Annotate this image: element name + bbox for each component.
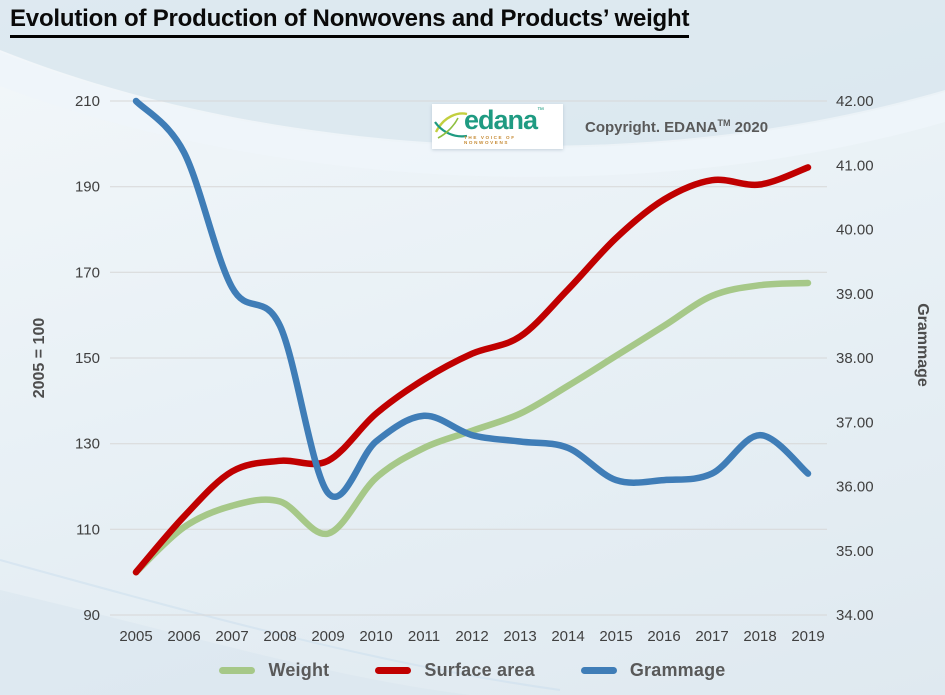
right-axis-title: Grammage bbox=[914, 303, 931, 387]
left-axis-tick: 170 bbox=[75, 264, 100, 281]
copyright-text: Copyright. EDANA bbox=[585, 119, 718, 136]
background-swoosh-bottom bbox=[0, 590, 470, 695]
left-axis-tick-labels: 210 190 170 150 130 110 90 bbox=[75, 93, 100, 624]
right-axis-tick: 41.00 bbox=[836, 157, 874, 174]
series-line-grammage bbox=[132, 97, 812, 500]
edana-wordmark: edana bbox=[464, 105, 538, 135]
series-line-surface-area bbox=[132, 164, 812, 576]
x-axis-tick: 2012 bbox=[455, 628, 488, 645]
copyright-year: 2020 bbox=[734, 119, 769, 136]
edana-tm-mark: ™ bbox=[537, 107, 545, 114]
background-arc-line bbox=[0, 559, 561, 691]
copyright-notice: Copyright. EDANATM 2020 bbox=[585, 118, 768, 136]
right-axis-tick: 36.00 bbox=[836, 479, 874, 496]
right-axis-tick: 38.00 bbox=[836, 350, 874, 367]
background-swoosh-highlight bbox=[0, 52, 945, 177]
chart-legend: Weight Surface area Grammage bbox=[0, 660, 945, 681]
x-axis-tick: 2013 bbox=[503, 628, 536, 645]
left-axis-tick: 110 bbox=[76, 521, 100, 538]
left-axis-title: 2005 = 100 bbox=[31, 318, 48, 399]
legend-item-weight: Weight bbox=[219, 660, 329, 681]
right-axis-tick: 42.00 bbox=[836, 93, 874, 110]
x-axis-tick: 2006 bbox=[167, 628, 200, 645]
legend-item-grammage: Grammage bbox=[580, 660, 726, 681]
edana-tagline: THE VOICE OF NONWOVENS bbox=[464, 135, 516, 145]
left-axis-tick: 190 bbox=[75, 179, 100, 196]
x-axis-tick: 2019 bbox=[791, 628, 824, 645]
x-axis-tick: 2007 bbox=[215, 628, 248, 645]
legend-label-weight: Weight bbox=[268, 660, 330, 680]
right-axis-tick: 34.00 bbox=[836, 607, 874, 624]
left-axis-tick: 90 bbox=[83, 607, 100, 624]
copyright-tm: TM bbox=[717, 118, 731, 128]
left-axis-tick: 130 bbox=[75, 436, 100, 453]
legend-swatch-surface-area bbox=[375, 667, 412, 674]
edana-logo: edana™ THE VOICE OF NONWOVENS bbox=[432, 104, 563, 149]
x-axis-tick: 2018 bbox=[743, 628, 776, 645]
right-axis-tick: 40.00 bbox=[836, 222, 874, 239]
x-axis-tick: 2017 bbox=[695, 628, 728, 645]
x-axis-tick: 2008 bbox=[263, 628, 296, 645]
legend-swatch-grammage bbox=[580, 667, 617, 674]
x-axis-labels: 2005 2006 2007 2008 2009 2010 2011 2012 2013 2014… bbox=[119, 628, 824, 645]
legend-label-grammage: Grammage bbox=[629, 660, 726, 680]
x-axis-tick: 2005 bbox=[119, 628, 152, 645]
edana-logo-text: edana™ THE VOICE OF NONWOVENS bbox=[464, 107, 563, 145]
x-axis-tick: 2010 bbox=[359, 628, 392, 645]
edana-logo-swoosh-icon bbox=[434, 112, 468, 139]
legend-swatch-weight bbox=[219, 667, 256, 674]
right-axis-tick: 39.00 bbox=[836, 286, 874, 303]
x-axis-tick: 2015 bbox=[599, 628, 632, 645]
right-axis-tick: 35.00 bbox=[836, 543, 874, 560]
left-axis-tick: 150 bbox=[75, 350, 100, 367]
page-title: Evolution of Production of Nonwovens and… bbox=[10, 5, 689, 38]
right-axis-tick: 37.00 bbox=[836, 414, 874, 431]
left-axis-tick: 210 bbox=[75, 93, 100, 110]
title-bar: Evolution of Production of Nonwovens and… bbox=[10, 5, 689, 38]
x-axis-tick: 2009 bbox=[311, 628, 344, 645]
x-axis-tick: 2014 bbox=[551, 628, 584, 645]
x-axis-tick: 2016 bbox=[647, 628, 680, 645]
x-axis-tick: 2011 bbox=[408, 628, 440, 645]
right-axis-tick-labels: 42.00 41.00 40.00 39.00 38.00 37.00 36.00 35.00… bbox=[836, 93, 874, 624]
legend-label-surface-area: Surface area bbox=[424, 660, 535, 680]
legend-item-surface-area: Surface area bbox=[375, 660, 535, 681]
gridlines bbox=[110, 100, 827, 616]
